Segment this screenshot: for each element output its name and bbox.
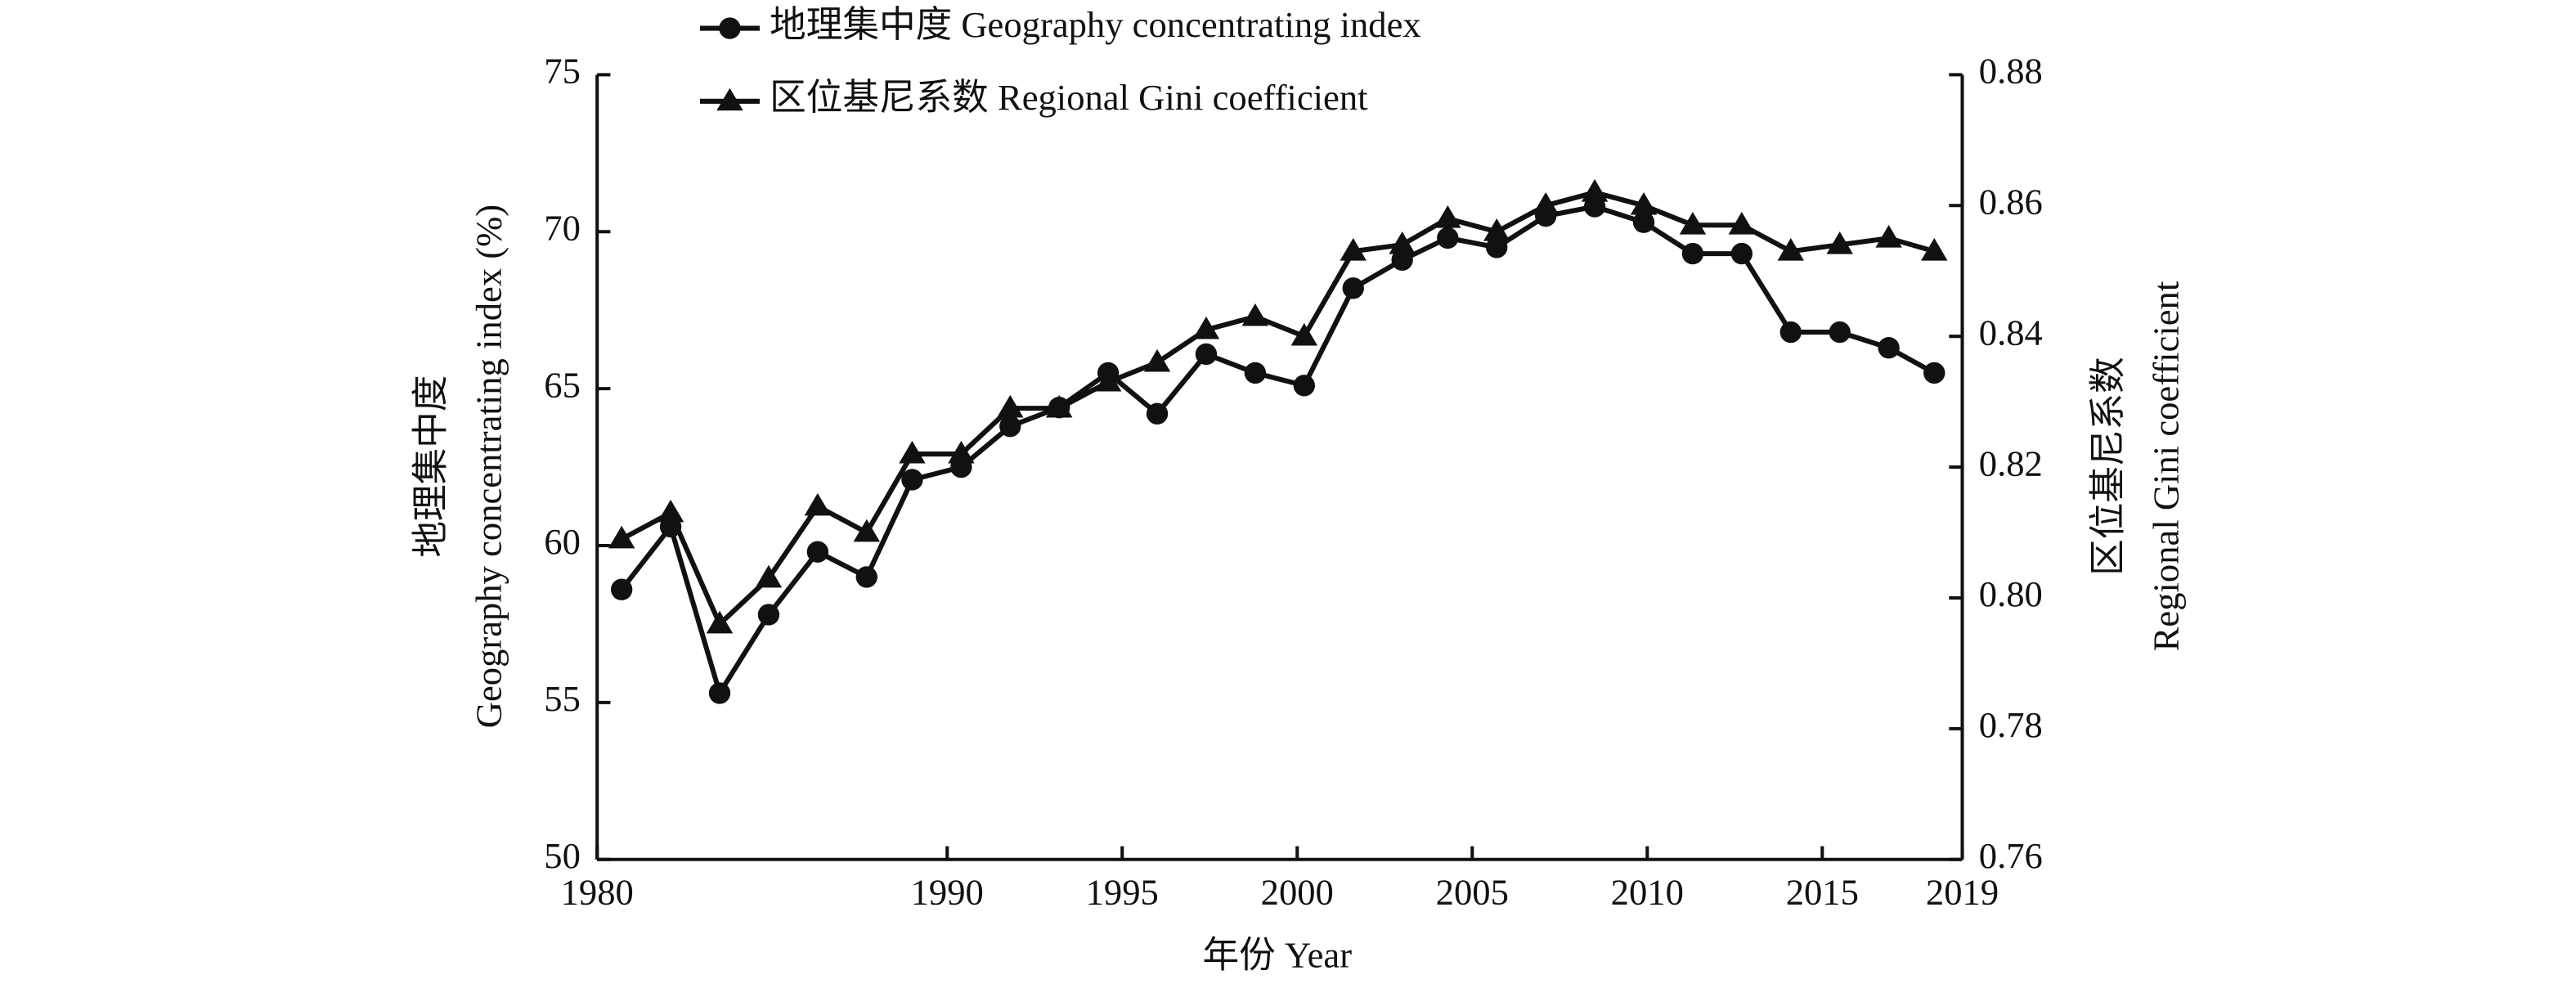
y-tick-label: 50 bbox=[544, 835, 581, 876]
data-point bbox=[1192, 316, 1220, 339]
data-point bbox=[1143, 348, 1171, 372]
x-tick-label: 2005 bbox=[1436, 872, 1509, 913]
data-point bbox=[1923, 362, 1945, 384]
data-point bbox=[899, 440, 926, 464]
data-point bbox=[1581, 179, 1609, 202]
data-point bbox=[806, 541, 829, 563]
y-axis-label: Geography concentrating index (%) bbox=[469, 204, 509, 728]
data-point bbox=[1293, 375, 1316, 397]
data-point bbox=[1094, 368, 1122, 392]
y2-axis-label: 区位基尼系数 bbox=[2087, 357, 2128, 576]
legend-marker bbox=[719, 17, 741, 39]
data-point bbox=[1437, 227, 1459, 249]
y2-tick-label: 0.88 bbox=[1979, 51, 2043, 92]
data-point bbox=[1389, 231, 1416, 254]
data-point bbox=[1875, 225, 1902, 248]
data-point bbox=[1483, 218, 1510, 241]
y2-tick-label: 0.86 bbox=[1979, 182, 2043, 222]
data-point bbox=[1045, 394, 1073, 418]
y-tick-label: 75 bbox=[544, 51, 581, 92]
y2-tick-label: 0.80 bbox=[1979, 573, 2043, 614]
data-point bbox=[1728, 212, 1756, 235]
data-point bbox=[1244, 362, 1267, 384]
data-point bbox=[948, 440, 975, 464]
data-point bbox=[1779, 321, 1802, 344]
series-line bbox=[619, 204, 1936, 699]
data-point bbox=[1486, 236, 1508, 258]
y2-tick-label: 0.82 bbox=[1979, 443, 2043, 483]
x-tick-label: 1980 bbox=[561, 872, 634, 913]
data-point bbox=[706, 610, 734, 634]
data-point bbox=[1195, 343, 1218, 366]
data-point bbox=[1342, 277, 1364, 299]
legend-marker bbox=[716, 88, 743, 111]
x-axis-label: 年份 Year bbox=[1203, 935, 1353, 976]
y2-tick-label: 0.84 bbox=[1979, 312, 2043, 353]
data-point bbox=[1878, 337, 1900, 359]
data-point bbox=[1829, 321, 1851, 344]
data-point bbox=[1679, 212, 1707, 235]
data-point bbox=[1290, 322, 1318, 346]
data-point bbox=[657, 499, 684, 523]
y2-axis-label: Regional Gini coefficient bbox=[2145, 281, 2186, 651]
data-point bbox=[853, 519, 881, 542]
x-tick-label: 1995 bbox=[1086, 872, 1159, 913]
data-point bbox=[755, 564, 783, 588]
data-point bbox=[757, 604, 780, 626]
data-point bbox=[855, 566, 877, 588]
y-tick-label: 55 bbox=[544, 678, 581, 719]
data-point bbox=[1340, 238, 1367, 261]
y-tick-label: 65 bbox=[544, 364, 581, 405]
data-point bbox=[1681, 242, 1704, 265]
y-tick-label: 70 bbox=[544, 207, 581, 248]
data-point bbox=[1730, 242, 1753, 265]
legend-label: 区位基尼系数 Regional Gini coefficient bbox=[770, 77, 1368, 118]
data-point bbox=[1391, 249, 1413, 271]
series-line bbox=[620, 190, 1936, 629]
data-point bbox=[999, 416, 1021, 438]
data-point bbox=[997, 394, 1024, 418]
data-point bbox=[1434, 205, 1461, 228]
y2-tick-label: 0.78 bbox=[1979, 704, 2043, 745]
data-point bbox=[1826, 231, 1853, 254]
data-point bbox=[708, 682, 731, 704]
legend-label: 地理集中度 Geography concentrating index bbox=[770, 4, 1421, 45]
data-point bbox=[1630, 192, 1658, 215]
data-point bbox=[1532, 192, 1560, 215]
data-point bbox=[610, 578, 633, 600]
x-tick-label: 2019 bbox=[1926, 872, 1999, 913]
y2-tick-label: 0.76 bbox=[1979, 835, 2043, 876]
y-axis-label: 地理集中度 bbox=[411, 375, 451, 558]
data-point bbox=[1921, 238, 1948, 261]
data-point bbox=[1241, 303, 1269, 326]
y-tick-label: 60 bbox=[544, 521, 581, 562]
data-point bbox=[901, 469, 923, 491]
data-point bbox=[608, 525, 635, 549]
x-tick-label: 2010 bbox=[1611, 872, 1684, 913]
x-tick-label: 1990 bbox=[911, 872, 984, 913]
x-tick-label: 2015 bbox=[1786, 872, 1859, 913]
data-point bbox=[804, 492, 832, 516]
data-point bbox=[1632, 211, 1655, 233]
data-point bbox=[1146, 402, 1169, 425]
data-point bbox=[1777, 238, 1805, 261]
x-tick-label: 2000 bbox=[1261, 872, 1334, 913]
